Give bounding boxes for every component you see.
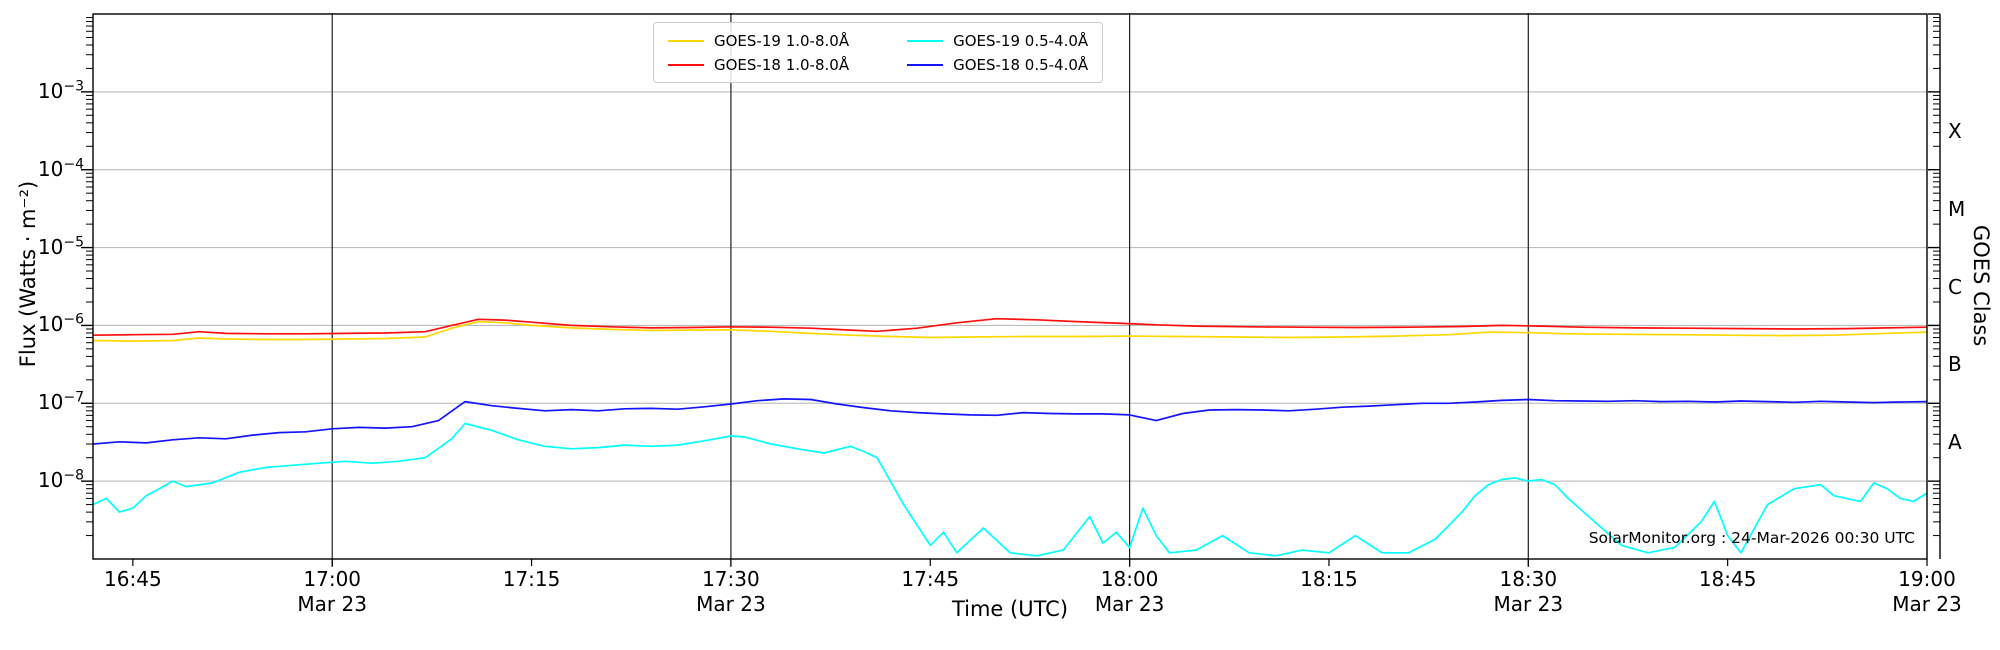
legend-label: GOES-19 1.0-8.0Å <box>714 31 850 50</box>
goes-class-label: X <box>1948 118 1962 143</box>
y-tick-label: 10−6 <box>37 311 84 337</box>
left-y-axis-title: Flux (Watts · m⁻²) <box>16 180 40 368</box>
right-y-axis-title: GOES Class <box>1969 225 1993 347</box>
x-tick-date: Mar 23 <box>297 592 367 616</box>
y-tick-label: 10−7 <box>37 389 84 415</box>
x-tick-time: 18:30 <box>1499 567 1558 591</box>
legend-line-swatch <box>907 39 944 42</box>
y-tick-label: 10−8 <box>37 467 84 493</box>
goes-class-label: B <box>1948 352 1962 377</box>
legend-item-goes18-long: GOES-18 1.0-8.0Å <box>668 54 849 75</box>
plot-border <box>92 13 1928 560</box>
x-tick-date: Mar 23 <box>696 592 766 616</box>
x-tick-label: 17:15 <box>462 567 602 592</box>
y-tick-label: 10−4 <box>37 156 84 181</box>
series-line-goes-18-1-0-8-0- <box>93 317 1927 337</box>
x-tick-time: 17:30 <box>702 567 760 591</box>
x-tick-time: 18:45 <box>1698 567 1757 591</box>
x-tick-label: 17:00 Mar 23 <box>262 567 402 617</box>
x-tick-time: 17:15 <box>502 567 561 591</box>
x-tick-date: Mar 23 <box>1493 592 1564 616</box>
x-axis-title: Time (UTC) <box>951 597 1069 621</box>
x-tick-label: 18:30 Mar 23 <box>1458 567 1598 617</box>
series-line-goes-19-1-0-8-0- <box>93 320 1927 342</box>
legend-label: GOES-18 0.5-4.0Å <box>953 55 1089 74</box>
y-tick-label: 10−5 <box>37 233 84 259</box>
legend-item-goes19-long: GOES-19 1.0-8.0Å <box>668 30 849 51</box>
x-tick-label: 18:15 <box>1259 567 1399 592</box>
series-line-goes-19-0-5-4-0- <box>93 422 1927 557</box>
legend-label: GOES-18 1.0-8.0Å <box>714 55 850 74</box>
x-tick-label: 16:45 <box>63 567 203 592</box>
x-tick-label: 17:45 <box>860 567 1000 592</box>
x-tick-time: 19:00 <box>1898 567 1956 591</box>
legend-item-goes19-short: GOES-19 0.5-4.0Å <box>907 30 1088 51</box>
goes-class-label: A <box>1948 430 1962 455</box>
x-tick-label: 17:30 Mar 23 <box>661 567 801 617</box>
x-tick-date: Mar 23 <box>1094 592 1165 616</box>
series-line-goes-18-0-5-4-0- <box>93 398 1927 445</box>
y-tick-label: 10−3 <box>37 78 84 103</box>
legend-line-swatch <box>668 39 704 42</box>
legend-item-goes18-short: GOES-18 0.5-4.0Å <box>907 54 1088 75</box>
x-tick-label: 19:00 Mar 23 <box>1857 567 1997 617</box>
x-tick-label: 18:45 <box>1658 567 1798 592</box>
x-tick-time: 17:45 <box>901 567 960 591</box>
legend-line-swatch <box>668 63 704 66</box>
x-tick-date: Mar 23 <box>1892 592 1962 616</box>
watermark-text: SolarMonitor.org : 24-Mar-2026 00:30 UTC <box>1588 529 1915 547</box>
legend-line-swatch <box>907 63 944 66</box>
x-tick-time: 18:00 <box>1100 567 1159 591</box>
legend-label: GOES-19 0.5-4.0Å <box>953 31 1089 50</box>
x-tick-time: 16:45 <box>104 567 162 591</box>
goes-class-label: C <box>1948 274 1962 299</box>
goes-class-label: M <box>1948 196 1966 221</box>
legend: GOES-19 1.0-8.0Å GOES-18 1.0-8.0Å GOES-1… <box>653 22 1104 83</box>
x-tick-label: 18:00 Mar 23 <box>1060 567 1200 617</box>
x-tick-time: 18:15 <box>1300 567 1358 591</box>
x-tick-time: 17:00 <box>303 567 362 591</box>
